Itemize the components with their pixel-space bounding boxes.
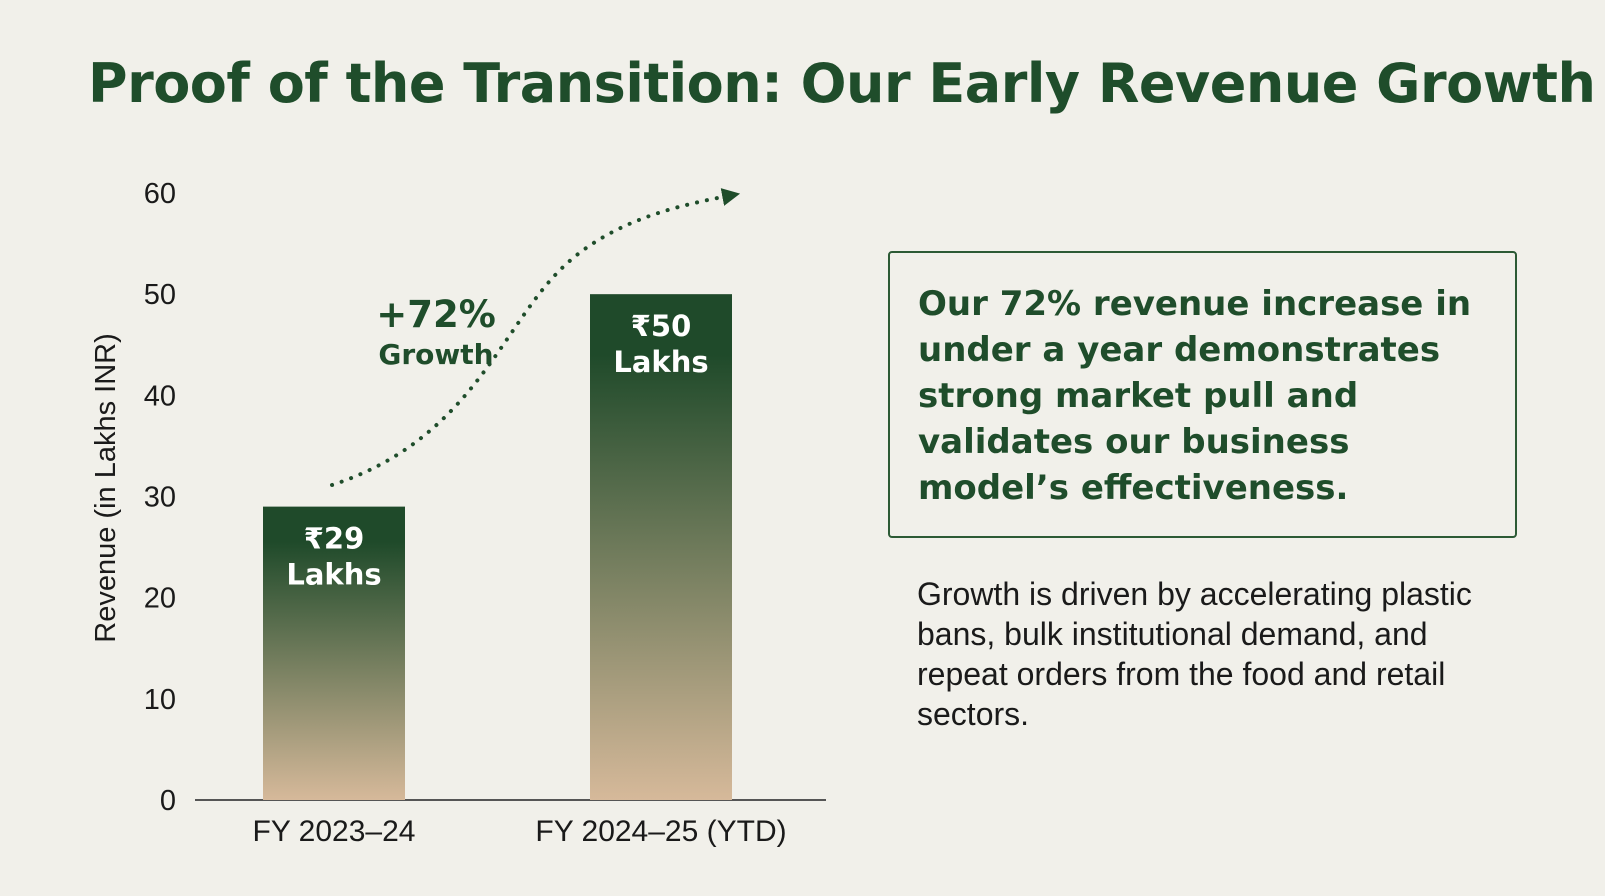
bar-2: [590, 294, 732, 800]
page-title: Proof of the Transition: Our Early Reven…: [88, 52, 1596, 115]
y-axis-title: Revenue (in Lakhs INR): [90, 333, 122, 642]
y-tick-label: 0: [160, 785, 176, 817]
bar-unit-label: Lakhs: [286, 558, 381, 592]
growth-annotation-value: +72%: [376, 293, 496, 336]
x-category-label: FY 2023–24: [253, 815, 416, 848]
y-tick-label: 60: [144, 178, 176, 210]
key-insight-callout: Our 72% revenue increase in under a year…: [888, 251, 1517, 538]
bar-1: [263, 506, 405, 800]
y-tick-label: 10: [144, 684, 176, 716]
x-category-label: FY 2024–25 (YTD): [535, 815, 786, 848]
y-tick-label: 40: [144, 380, 176, 412]
y-tick-label: 20: [144, 583, 176, 615]
bar-value-label: ₹50: [631, 309, 692, 343]
bar-value-label: ₹29: [304, 522, 365, 556]
y-tick-label: 30: [144, 482, 176, 514]
callout-text: Our 72% revenue increase in under a year…: [918, 284, 1472, 508]
y-axis-title-group: Revenue (in Lakhs INR): [90, 333, 122, 642]
y-tick-label: 50: [144, 279, 176, 311]
growth-drivers-note: Growth is driven by accelerating plastic…: [917, 576, 1472, 732]
growth-annotation-label: Growth: [378, 338, 493, 371]
revenue-bar-chart: Revenue (in Lakhs INR) 0 10 20 30 40 50 60 ₹29…: [90, 178, 826, 848]
bar-unit-label: Lakhs: [613, 345, 708, 379]
